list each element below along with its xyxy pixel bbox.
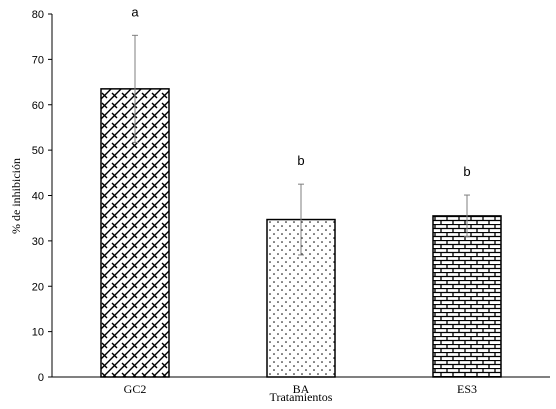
y-tick-label: 0 [38,372,44,384]
significance-label-gc2: a [131,4,139,19]
bar-es3 [432,215,502,378]
y-axis-title: % de inhibición [9,158,23,234]
y-tick-label: 80 [32,9,44,21]
x-axis-title: Tratamientos [270,390,333,404]
y-tick-label: 50 [32,145,44,157]
y-tick-label: 20 [32,281,44,293]
y-tick-label: 70 [32,54,44,66]
x-tick-label-es3: ES3 [457,382,477,396]
significance-label-ba: b [297,153,304,168]
significance-label-es3: b [463,164,470,179]
x-tick-label-ba: BA [293,382,310,396]
error-bar-es3 [464,194,470,238]
y-tick-label: 30 [32,236,44,248]
y-tick-label: 60 [32,100,44,112]
x-tick-label-gc2: GC2 [124,382,147,396]
significance-labels-group: a b b [131,4,470,179]
y-tick-label: 40 [32,191,44,203]
error-bar-ba [298,183,304,256]
y-tick-label: 10 [32,327,44,339]
y-axis-ticks: 0 10 20 30 40 50 60 70 80 [32,9,52,384]
error-bar-gc2 [132,34,138,143]
error-bars-group [132,34,470,256]
category-labels-group: GC2 BA ES3 [124,382,477,396]
